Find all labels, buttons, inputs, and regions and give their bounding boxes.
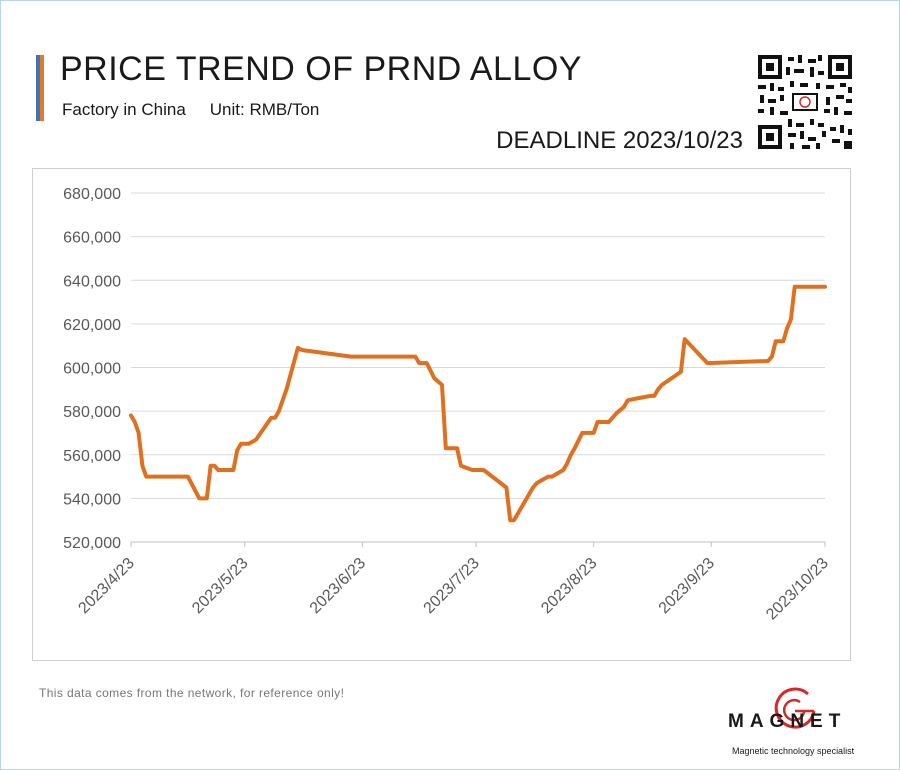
y-tick-label: 580,000 <box>63 404 121 421</box>
source-label: Factory in China <box>62 100 186 119</box>
x-tick-label: 2023/7/23 <box>421 555 483 617</box>
x-tick-label: 2023/9/23 <box>656 555 718 617</box>
y-tick-label: 600,000 <box>63 361 121 378</box>
logo-tagline: Magnetic technology specialist <box>732 746 855 756</box>
unit-label: Unit: RMB/Ton <box>209 100 320 119</box>
chart-area: 520,000 540,000 560,000 580,000 600,000 620,0… <box>32 168 851 661</box>
data-disclaimer: This data comes from the network, for re… <box>39 686 345 700</box>
y-tick-label: 660,000 <box>63 230 121 247</box>
logo-text: MAGNET <box>728 711 847 732</box>
y-tick-label: 560,000 <box>63 448 121 465</box>
page-title: PRICE TREND OF PRND ALLOY <box>60 50 582 88</box>
x-tick-label: 2023/10/23 <box>763 555 832 624</box>
y-tick-label: 540,000 <box>63 491 121 508</box>
subtitle: Factory in China Unit: RMB/Ton <box>62 100 319 120</box>
magnet-logo-icon: MAGNET Magnetic technology specialist <box>725 683 865 763</box>
y-tick-label: 620,000 <box>63 317 121 334</box>
y-tick-label: 640,000 <box>63 273 121 290</box>
x-tick-label: 2023/6/23 <box>307 555 369 617</box>
x-tick-label: 2023/8/23 <box>538 555 600 617</box>
x-tick-label: 2023/4/23 <box>75 555 137 617</box>
title-accent-bar <box>36 55 44 121</box>
x-tick-label: 2023/5/23 <box>189 555 251 617</box>
price-series-line <box>129 284 827 523</box>
price-line-chart: 520,000 540,000 560,000 580,000 600,000 620,0… <box>63 186 832 624</box>
y-tick-label: 680,000 <box>63 186 121 203</box>
deadline-label: DEADLINE 2023/10/23 <box>496 127 743 154</box>
qr-code-icon <box>756 53 854 151</box>
y-tick-label: 520,000 <box>63 535 121 552</box>
